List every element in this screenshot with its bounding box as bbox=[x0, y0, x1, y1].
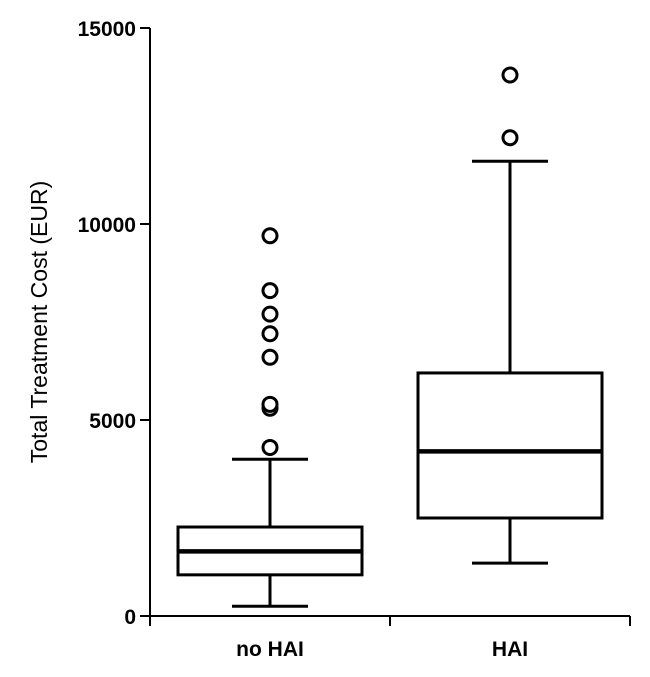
outlier-point bbox=[501, 66, 519, 84]
box-group bbox=[416, 66, 604, 565]
x-tick-label: no HAI bbox=[236, 638, 304, 661]
y-tick-label: 15000 bbox=[78, 18, 136, 41]
y-tick-label: 10000 bbox=[78, 214, 136, 237]
box-group bbox=[176, 227, 364, 608]
axis-labels: 0 5000 10000 15000 no HAI HAI bbox=[78, 18, 528, 661]
outlier-point bbox=[261, 305, 279, 323]
outlier-point bbox=[261, 348, 279, 366]
outlier-point bbox=[261, 227, 279, 245]
outlier-point bbox=[261, 438, 279, 456]
y-axis-title: Total Treatment Cost (EUR) bbox=[26, 181, 52, 463]
outlier-point bbox=[261, 325, 279, 343]
box-iqr bbox=[416, 371, 604, 520]
x-tick-label: HAI bbox=[492, 638, 528, 661]
outlier-point bbox=[261, 282, 279, 300]
y-tick-label: 5000 bbox=[89, 410, 136, 433]
outlier-point bbox=[261, 395, 279, 413]
boxes bbox=[176, 66, 604, 608]
y-tick-label: 0 bbox=[124, 606, 136, 629]
axes bbox=[140, 27, 631, 626]
outlier-point bbox=[501, 129, 519, 147]
